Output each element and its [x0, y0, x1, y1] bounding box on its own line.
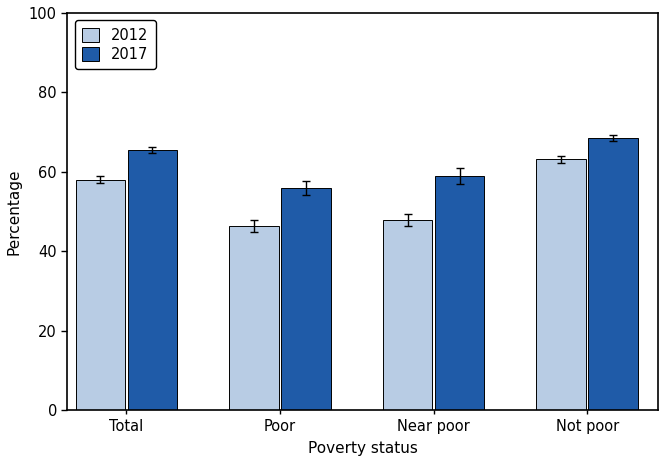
Y-axis label: Percentage: Percentage [7, 168, 22, 255]
Bar [383, 220, 432, 410]
Bar [128, 150, 177, 410]
Bar [589, 138, 638, 410]
Bar [76, 180, 125, 410]
Bar [435, 176, 484, 410]
Bar [281, 188, 331, 410]
Bar [537, 159, 586, 410]
Legend: 2012, 2017: 2012, 2017 [74, 20, 156, 69]
Bar [229, 226, 279, 410]
X-axis label: Poverty status: Poverty status [308, 441, 418, 456]
